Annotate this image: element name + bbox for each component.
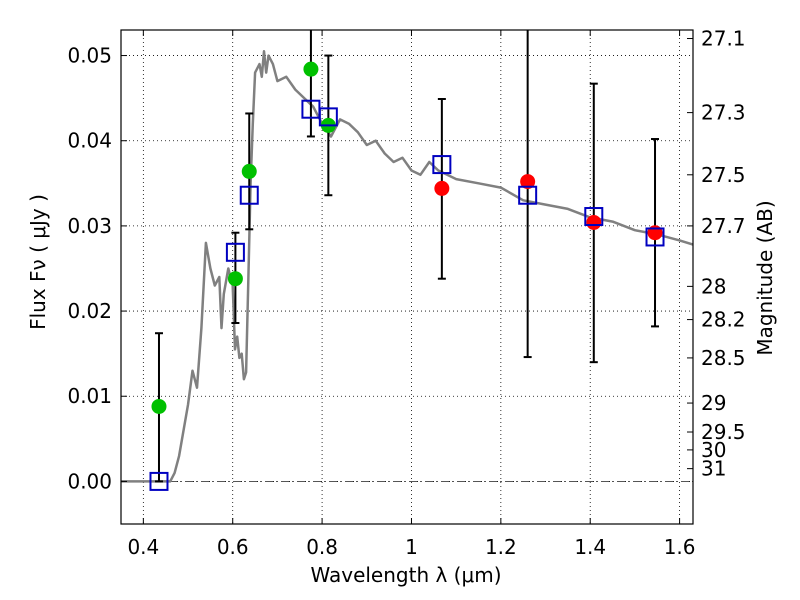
data-point-square: [225, 242, 245, 262]
plot-frame: [120, 29, 694, 525]
y-tick-label: 0.05: [67, 44, 112, 68]
x-tick-label: 1.4: [574, 535, 606, 559]
right-tick-label: 27.5: [701, 163, 746, 187]
data-point-circle: [647, 225, 663, 241]
right-tick-label: 29.5: [701, 420, 746, 444]
data-point-circle: [586, 214, 602, 230]
marker-layer: [149, 61, 665, 491]
right-tick-label: 29: [701, 391, 726, 415]
right-tick-label: 27.3: [701, 101, 746, 125]
data-point-circle: [434, 180, 450, 196]
right-tick-label: 30: [701, 438, 726, 462]
data-layer: [121, 50, 693, 483]
model-spectrum-line: [121, 50, 693, 483]
y-tick-label: 0.00: [67, 469, 112, 493]
data-point-square: [239, 185, 259, 205]
x-tick-label: 1.6: [664, 535, 696, 559]
data-point-square: [518, 185, 538, 205]
x-tick-label: 1: [405, 535, 418, 559]
tick-layer: 0.4 0.6 0.8 1 1.2 1.4 1.6 0.00 0.01 0.02 0.03 0.04 0…: [67, 27, 745, 559]
data-point-square: [149, 471, 169, 491]
right-tick-label: 28.5: [701, 346, 746, 370]
data-point-square: [645, 227, 665, 247]
x-axis-label: Wavelength λ (μm): [310, 563, 501, 587]
y-tick-label: 0.01: [67, 384, 112, 408]
y-axis-right-label: Magnitude (AB): [753, 200, 777, 355]
x-tick-label: 0.6: [217, 535, 249, 559]
data-point-square: [432, 155, 452, 175]
right-tick-label: 27.7: [701, 214, 746, 238]
data-point-circle: [241, 163, 257, 179]
x-tick-label: 0.8: [306, 535, 338, 559]
data-point-circle: [151, 398, 167, 414]
data-point-circle: [520, 174, 536, 190]
right-tick-label: 31: [701, 457, 726, 481]
right-tick-label: 28: [701, 274, 726, 298]
data-point-square: [318, 107, 338, 127]
data-point-circle: [303, 61, 319, 77]
y-tick-label: 0.04: [67, 129, 112, 153]
x-tick-label: 1.2: [485, 535, 517, 559]
right-tick-label: 28.2: [701, 308, 746, 332]
errorbar-layer: [154, 30, 660, 483]
x-tick-label: 0.4: [127, 535, 159, 559]
right-tick-label: 27.1: [701, 27, 746, 51]
y-axis-label: Flux Fν ( μJy ): [26, 194, 50, 330]
y-tick-label: 0.03: [67, 214, 112, 238]
grid-layer: [121, 30, 693, 524]
data-point-circle: [227, 271, 243, 287]
y-tick-label: 0.02: [67, 299, 112, 323]
data-point-square: [584, 207, 604, 227]
